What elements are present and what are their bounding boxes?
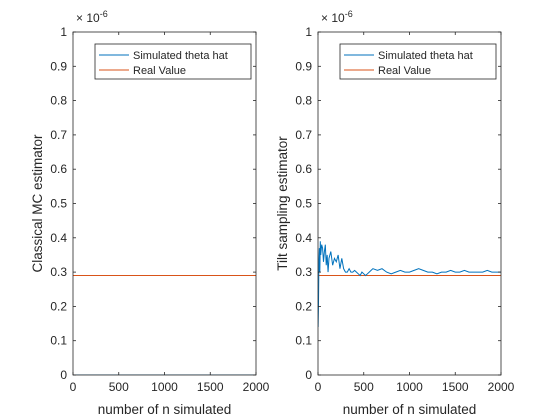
chart1-y-tick-label: 0.5	[50, 197, 67, 211]
chart1-exponent-base: × 10	[76, 11, 100, 25]
chart2-y-tick-label: 0.9	[295, 59, 312, 73]
chart2-legend-label-1: Simulated theta hat	[378, 50, 473, 62]
chart2-y-axis-label: Tilt sampling estimator	[275, 136, 290, 271]
chart2-y-tick-label: 0.5	[295, 197, 312, 211]
chart1-plot-area	[73, 32, 256, 375]
chart2-plot-area	[318, 32, 501, 375]
chart2-exponent-label: × 10-6	[321, 9, 353, 25]
chart1-legend-box	[94, 43, 252, 80]
chart2-exponent-power: -6	[345, 9, 353, 19]
chart1-y-tick-label: 0.1	[50, 334, 67, 348]
chart1-y-tick-label: 0.9	[50, 59, 67, 73]
chart2-series-group	[318, 241, 501, 327]
chart1-legend-label-2: Real Value	[133, 65, 186, 77]
chart2-legend: Simulated theta hat Real Value	[339, 43, 497, 80]
chart2-y-tick-label: 0	[305, 368, 312, 382]
chart1-y-tick-label: 0.2	[50, 299, 67, 313]
chart2-x-tick-label: 500	[354, 380, 374, 394]
chart2-y-tick-label: 0.3	[295, 265, 312, 279]
chart1-series-group	[73, 275, 256, 375]
chart1-y-tick-label: 0.8	[50, 94, 67, 108]
chart2-x-axis-label: number of n simulated	[343, 402, 477, 417]
chart1-x-tick-label: 1000	[151, 380, 178, 394]
chart1-y-tick-label: 0.7	[50, 128, 67, 142]
chart1-y-tick-label: 1	[60, 25, 67, 39]
chart1-x-tick-label: 1500	[197, 380, 224, 394]
chart1-exponent-power: -6	[100, 9, 108, 19]
chart1-y-tick-label: 0	[60, 368, 67, 382]
chart1-x-tick-label: 500	[109, 380, 129, 394]
chart2-y-tick-label: 0.2	[295, 299, 312, 313]
chart2-y-tick-label: 0.6	[295, 162, 312, 176]
chart2-series-line-1	[318, 241, 501, 327]
chart1-x-axis-label: number of n simulated	[98, 402, 232, 417]
chart2-legend-label-2: Real Value	[378, 65, 431, 77]
chart2-legend-box	[339, 43, 497, 80]
chart2-x-tick-label: 1500	[442, 380, 469, 394]
chart2-x-tick-label: 2000	[488, 380, 515, 394]
chart1-y-tick-label: 0.6	[50, 162, 67, 176]
chart2-y-tick-label: 0.4	[295, 231, 312, 245]
chart2-y-tick-label: 0.8	[295, 94, 312, 108]
chart2-group: 0 500 1000 1500 2000 0 0.1 0.2 0.3 0.4 0.5 0.6 0.7 0.…	[275, 9, 515, 417]
chart2-y-tick-label: 0.7	[295, 128, 312, 142]
chart1-legend-label-1: Simulated theta hat	[133, 50, 228, 62]
chart2-y-tick-label: 0.1	[295, 334, 312, 348]
chart2-x-tick-label: 1000	[396, 380, 423, 394]
chart1-group: 0 500 1000 1500 2000 0 0.1 0.2 0.3 0.4 0.5 0.6 0.7 0.…	[30, 9, 270, 417]
chart2-y-tick-label: 1	[305, 25, 312, 39]
chart1-y-tick-label: 0.3	[50, 265, 67, 279]
chart1-x-tick-label: 0	[70, 380, 77, 394]
chart2-exponent-base: × 10	[321, 11, 345, 25]
chart1-exponent-label: × 10-6	[76, 9, 108, 25]
chart1-legend: Simulated theta hat Real Value	[94, 43, 252, 80]
chart1-y-tick-label: 0.4	[50, 231, 67, 245]
chart2-x-tick-label: 0	[315, 380, 322, 394]
chart1-x-tick-label: 2000	[243, 380, 270, 394]
chart1-y-axis-label: Classical MC estimator	[30, 134, 45, 273]
